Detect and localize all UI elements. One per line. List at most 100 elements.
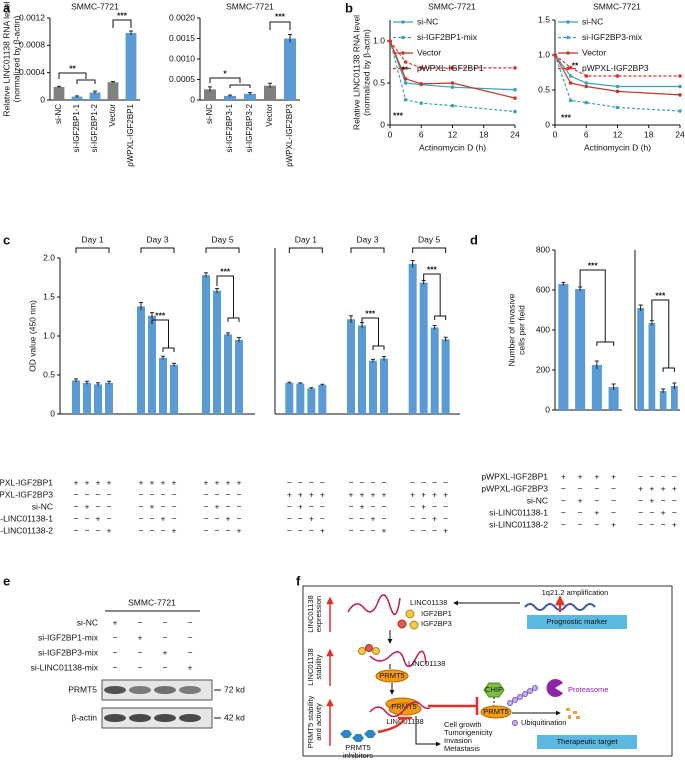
x-tick-label: 0: [388, 129, 393, 139]
binder-label: IGF2BP3: [421, 619, 452, 628]
bar: [285, 382, 294, 414]
condition-sign: −: [107, 489, 112, 499]
condition-sign: −: [298, 525, 303, 535]
ubiquitin-chain: [507, 685, 538, 706]
x-tick-label: si-NC: [54, 104, 63, 124]
group-bracket: [205, 247, 240, 253]
bar: [107, 82, 119, 100]
condition-label: si-LINC01138-mix: [31, 662, 99, 672]
condition-sign: −: [74, 525, 79, 535]
legend-swatch: [566, 66, 570, 71]
band-size: 72 kd: [224, 684, 245, 694]
condition-sign: −: [349, 501, 354, 511]
legend-swatch: [401, 51, 405, 55]
significance: ***: [155, 310, 166, 320]
legend-label: Vector: [582, 47, 606, 57]
condition-sign: +: [298, 489, 303, 499]
condition-sign: +: [421, 501, 426, 511]
condition-sign: +: [649, 495, 654, 505]
condition-sign: +: [161, 513, 166, 523]
bracket: [76, 79, 96, 84]
bar: [307, 388, 316, 414]
condition-sign: −: [188, 632, 193, 642]
bracket: [229, 84, 251, 88]
prmt5-label: PRMT5: [391, 702, 416, 711]
y-tick-label: 1.0: [43, 330, 55, 340]
condition-sign: −: [672, 495, 677, 505]
y-tick-label: 1.5: [538, 14, 550, 24]
bracket: [269, 21, 291, 30]
y-axis-label: cells per field: [516, 305, 526, 355]
condition-sign: −: [188, 647, 193, 657]
bracket: [112, 19, 132, 28]
significance: **: [572, 60, 579, 70]
significance: **: [69, 63, 76, 73]
significance: **: [402, 64, 409, 74]
condition-sign: −: [139, 501, 144, 511]
condition-sign: −: [578, 507, 583, 517]
condition-sign: −: [226, 501, 231, 511]
prmt5-node: [375, 669, 409, 683]
point: [419, 101, 424, 105]
condition-sign: +: [113, 617, 118, 627]
condition-sign: −: [161, 501, 166, 511]
y-tick-label: 0.5: [43, 369, 55, 379]
bracket: [216, 275, 234, 318]
x-tick-label: 6: [419, 129, 424, 139]
x-tick-label: 12: [613, 129, 623, 139]
ubiquitination: Ubiquitination: [521, 718, 566, 727]
blot-title: SMMC-7721: [128, 597, 176, 607]
point: [513, 96, 517, 100]
bar: [284, 38, 296, 100]
condition-sign: −: [107, 513, 112, 523]
condition-sign: +: [360, 501, 365, 511]
bracket: [162, 347, 175, 352]
group-label: Day 5: [211, 234, 233, 244]
prmt5-label: PRMT5: [483, 707, 508, 716]
binder: [409, 620, 419, 630]
binder: [397, 619, 407, 629]
diagram-frame: [302, 585, 673, 757]
binder: [405, 609, 415, 619]
condition-sign: −: [74, 501, 79, 511]
x-tick-label: si-IGF2BP1-1: [72, 103, 81, 152]
bar: [105, 382, 113, 414]
condition-sign: +: [96, 513, 101, 523]
bar: [558, 284, 569, 410]
condition-sign: −: [161, 489, 166, 499]
binder: [358, 647, 366, 655]
condition-sign: +: [172, 477, 177, 487]
condition-label: si-NC: [527, 495, 548, 505]
condition-sign: −: [561, 483, 566, 493]
bracket: [651, 299, 670, 368]
condition-label: si-IGF2BP1-mix: [38, 632, 99, 642]
condition-sign: +: [649, 483, 654, 493]
condition-sign: −: [410, 513, 415, 523]
condition-sign: −: [320, 501, 325, 511]
bar: [159, 357, 167, 414]
condition-sign: +: [371, 489, 376, 499]
x-axis-label: Actinomycin D (h): [584, 142, 651, 152]
blot-band: [104, 714, 126, 722]
point: [553, 53, 557, 57]
condition-sign: +: [226, 477, 231, 487]
fragments: [566, 708, 580, 719]
condition-sign: +: [578, 495, 583, 505]
condition-sign: +: [638, 483, 643, 493]
y-tick-label: 0.0020: [169, 12, 195, 22]
condition-sign: −: [237, 501, 242, 511]
condition-sign: −: [371, 525, 376, 535]
x-tick-label: si-NC: [205, 104, 214, 124]
condition-sign: −: [594, 483, 599, 493]
condition-sign: −: [139, 513, 144, 523]
bar: [347, 319, 355, 414]
condition-sign: −: [382, 513, 387, 523]
legend-label: si-NC: [582, 16, 603, 26]
point: [450, 85, 455, 89]
lncrna: [347, 594, 401, 615]
condition-sign: −: [287, 525, 292, 535]
y-tick-label: 0: [545, 119, 550, 129]
condition-sign: +: [298, 501, 303, 511]
prmt5-node: [480, 705, 512, 719]
condition-sign: +: [309, 489, 314, 499]
